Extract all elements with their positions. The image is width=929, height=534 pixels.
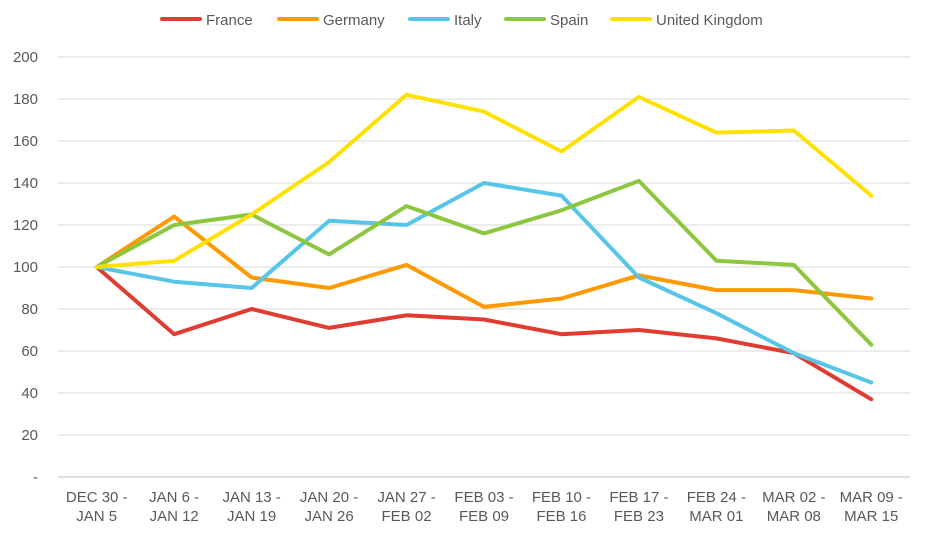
y-tick-label: 80 xyxy=(21,301,38,318)
x-tick-label: JAN 19 xyxy=(227,508,276,525)
x-tick-label: JAN 26 xyxy=(304,508,353,525)
y-tick-label: 120 xyxy=(13,217,38,234)
legend-item: Germany xyxy=(277,12,385,29)
series-line-italy xyxy=(94,181,874,385)
x-tick-label: FEB 16 xyxy=(536,508,586,525)
x-tick-label: MAR 01 xyxy=(689,508,743,525)
y-tick-label: 160 xyxy=(13,133,38,150)
x-tick-label: JAN 20 - xyxy=(300,489,358,506)
series-lines xyxy=(94,92,874,402)
legend-item: France xyxy=(160,12,253,29)
y-tick-label: 200 xyxy=(13,49,38,66)
x-tick-label: FEB 10 - xyxy=(532,489,591,506)
x-tick-label: FEB 09 xyxy=(459,508,509,525)
x-tick-label: JAN 27 - xyxy=(377,489,435,506)
y-tick-label: - xyxy=(33,469,38,486)
x-tick-label: FEB 24 - xyxy=(687,489,746,506)
legend-label: Spain xyxy=(550,12,588,29)
legend-label: Italy xyxy=(454,12,482,29)
x-tick-label: MAR 15 xyxy=(844,508,898,525)
series-line-france xyxy=(94,265,874,402)
y-tick-label: 100 xyxy=(13,259,38,276)
x-tick-label: MAR 02 - xyxy=(762,489,825,506)
legend-label: Germany xyxy=(323,12,385,29)
x-tick-label: JAN 6 - xyxy=(149,489,199,506)
x-tick-label: JAN 13 - xyxy=(222,489,280,506)
x-tick-label: JAN 12 xyxy=(150,508,199,525)
legend-label: France xyxy=(206,12,253,29)
x-tick-label: FEB 02 xyxy=(382,508,432,525)
y-tick-label: 60 xyxy=(21,343,38,360)
y-tick-label: 180 xyxy=(13,91,38,108)
x-tick-label: FEB 17 - xyxy=(609,489,668,506)
gridlines xyxy=(58,56,910,478)
y-axis-tick-labels: - 20 40 60 80 100 120 140 160 180 200 xyxy=(13,49,38,486)
x-tick-label: JAN 5 xyxy=(76,508,117,525)
y-tick-label: 20 xyxy=(21,427,38,444)
x-tick-label: FEB 23 xyxy=(614,508,664,525)
series-line-germany xyxy=(94,214,874,309)
legend-label: United Kingdom xyxy=(656,12,763,29)
x-tick-label: DEC 30 - xyxy=(66,489,128,506)
x-tick-label: FEB 03 - xyxy=(454,489,513,506)
legend: France Germany Italy Spain United Kingdom xyxy=(160,12,763,29)
legend-item: United Kingdom xyxy=(610,12,763,29)
y-tick-label: 140 xyxy=(13,175,38,192)
legend-item: Spain xyxy=(504,12,588,29)
x-tick-label: MAR 09 - xyxy=(840,489,903,506)
x-axis-tick-labels: DEC 30 - JAN 5 JAN 6 - JAN 12 JAN 13 - JAN 19… xyxy=(66,489,903,525)
series-line-united-kingdom xyxy=(94,92,874,269)
y-tick-label: 40 xyxy=(21,385,38,402)
legend-item: Italy xyxy=(408,12,482,29)
x-tick-label: MAR 08 xyxy=(767,508,821,525)
series-line-spain xyxy=(94,178,874,347)
